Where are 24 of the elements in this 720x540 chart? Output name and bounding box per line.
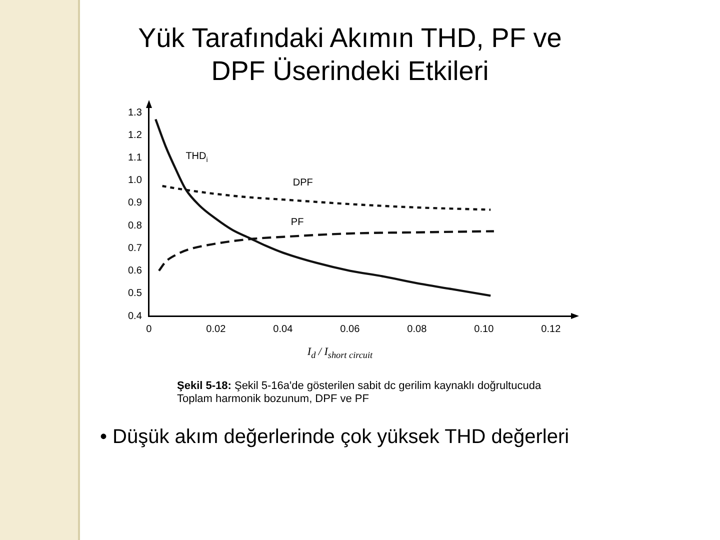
y-tick-label: 0.6: [128, 266, 142, 277]
line-series: [154, 118, 492, 297]
x-tick-label: 0.08: [407, 324, 428, 335]
y-tick-label: 1.1: [128, 152, 142, 164]
x-axis-title: I$_{d}$ / I$_{short circuit}$: [306, 346, 374, 360]
x-tick-label: 0.10: [474, 324, 494, 335]
y-tick-label: 0.8: [128, 220, 142, 232]
chart-title: Yük Tarafındaki Akımın THD, PF ve DPF Üserindeki Etkileri: [137, 22, 563, 88]
x-tick-label: 0.04: [273, 324, 294, 335]
text: Şekil 5-18: Şekil 5-16a'de gösterilen sabit dc gerilim kaynaklı doğrultucuda Toplam harmonik bozunum, DPF ve PF: [177, 380, 542, 406]
y-tick-label: 0.5: [128, 288, 142, 300]
x-tick-label: 0.02: [206, 324, 226, 335]
series-label: DPF: [292, 178, 313, 189]
y-tick-label: 1.0: [128, 175, 142, 186]
text: • Düşük akım değerlerinde çok yüksek THD değerleri: [100, 426, 570, 449]
y-tick-label: 1.2: [128, 130, 142, 141]
series-label: PF: [290, 216, 304, 228]
x-tick-label: 0.06: [340, 324, 360, 335]
x-tick-label: 0: [146, 324, 152, 335]
y-tick-label: 0.4: [128, 310, 142, 322]
y-tick-label: 1.3: [128, 107, 142, 118]
x-tick-label: 0.12: [541, 324, 562, 335]
y-tick-label: 0.7: [128, 242, 142, 254]
y-tick-label: 0.9: [128, 198, 142, 209]
